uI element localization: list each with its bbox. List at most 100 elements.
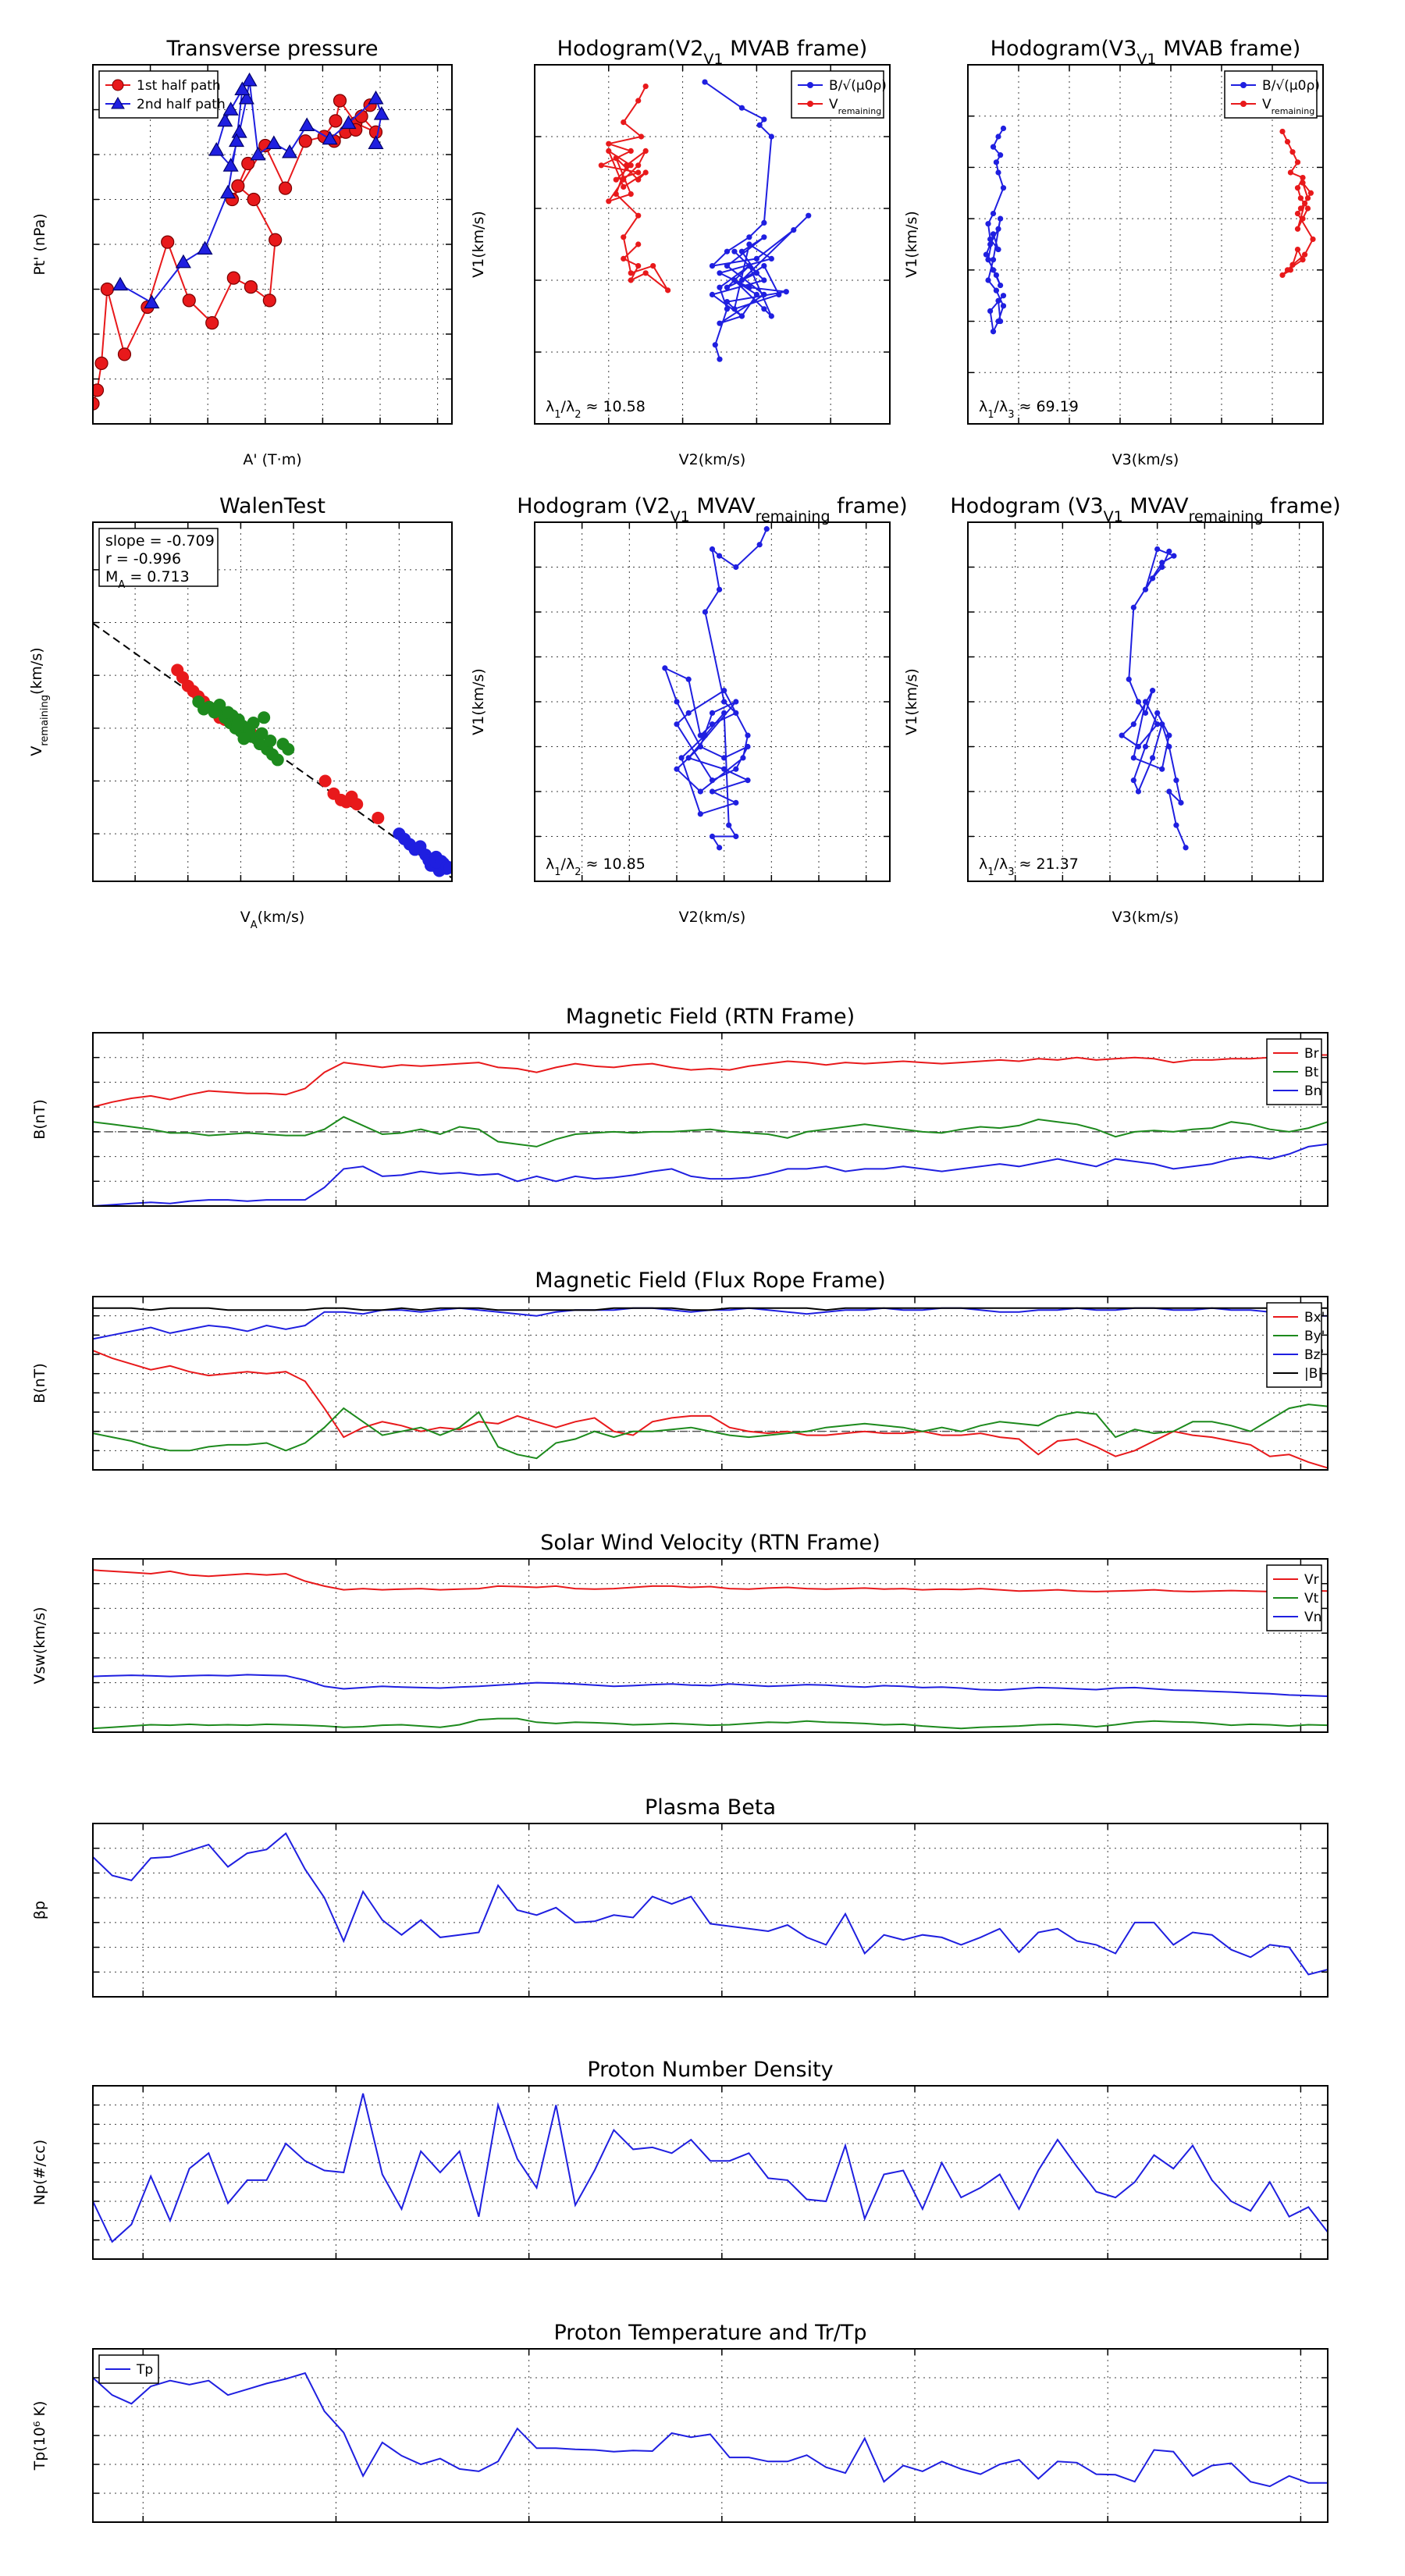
data-point <box>1294 210 1301 217</box>
data-point <box>628 270 634 276</box>
data-point <box>144 294 160 309</box>
data-point <box>1135 788 1141 795</box>
data-point <box>1183 845 1189 851</box>
plot-area <box>983 125 1316 335</box>
data-point <box>717 356 723 362</box>
data-point <box>724 284 731 290</box>
data-point <box>993 287 999 294</box>
data-point <box>768 255 774 262</box>
chart-title: Proton Number Density <box>587 2058 833 2082</box>
data-point <box>763 526 770 532</box>
data-point <box>100 282 114 297</box>
axes-frame <box>92 2085 1329 2260</box>
plot-area <box>662 526 770 851</box>
plot-area <box>171 664 452 877</box>
data-point <box>226 271 240 285</box>
legend-label: 2nd half path <box>137 97 226 112</box>
eigen-ratio-annotation: λ1/λ2 ≈ 10.58 <box>546 398 646 421</box>
data-point <box>1294 226 1301 232</box>
data-point <box>1294 185 1301 191</box>
data-point <box>93 397 100 411</box>
chart-transverse: Transverse pressure A' (T·m) Pt' (nPa) 1st … <box>31 37 453 468</box>
data-point <box>733 564 739 571</box>
data-point <box>1135 699 1141 705</box>
data-point <box>1159 766 1165 772</box>
data-point <box>217 112 233 127</box>
x-axis-label: V3(km/s) <box>1112 451 1179 468</box>
data-point <box>1119 732 1125 738</box>
y-axis-label: Pt' (nPa) <box>31 213 48 275</box>
data-point <box>642 148 649 154</box>
data-point <box>282 144 298 158</box>
data-point <box>731 248 738 254</box>
data-point <box>761 277 767 283</box>
data-point <box>1166 548 1172 554</box>
data-point <box>197 703 211 716</box>
data-point <box>1294 159 1301 165</box>
legend-marker <box>807 101 813 107</box>
data-point <box>712 342 718 348</box>
data-point <box>1279 272 1286 279</box>
axes-frame <box>92 1823 1329 1998</box>
data-point <box>250 146 266 161</box>
plot-area <box>93 1307 1328 1469</box>
data-point <box>1279 128 1286 135</box>
data-point <box>768 133 774 140</box>
data-point <box>745 732 751 738</box>
data-point <box>709 546 716 553</box>
data-point <box>987 236 994 243</box>
data-point <box>182 294 196 308</box>
legend-label: Vr <box>1304 1572 1319 1588</box>
data-point <box>606 141 612 147</box>
data-point <box>662 665 668 671</box>
data-point <box>234 81 251 95</box>
data-point <box>697 732 703 738</box>
series-line-Bz <box>93 1307 1328 1340</box>
data-point <box>990 267 997 273</box>
data-point <box>264 735 277 748</box>
data-point <box>1302 200 1308 207</box>
data-point <box>1304 195 1311 201</box>
data-point <box>721 755 727 761</box>
data-point <box>93 383 105 397</box>
data-point <box>635 263 642 269</box>
data-point <box>724 299 731 305</box>
data-point <box>1289 149 1296 155</box>
data-point <box>697 811 703 817</box>
axes-frame <box>534 64 891 425</box>
data-point <box>278 181 293 195</box>
legend-label: 1st half path <box>137 78 221 94</box>
x-axis-label: V2(km/s) <box>679 909 746 926</box>
legend-label: By' <box>1304 1329 1325 1344</box>
y-axis-label: V1(km/s) <box>470 668 487 735</box>
data-point <box>621 183 627 190</box>
data-point <box>738 248 745 254</box>
data-point <box>269 233 283 247</box>
data-point <box>298 134 312 148</box>
legend-marker <box>111 96 125 109</box>
plot-area <box>1119 546 1189 851</box>
legend-label: Bz' <box>1304 1347 1324 1363</box>
data-point <box>322 130 338 145</box>
data-point <box>255 727 269 740</box>
legend-label: Tp <box>136 2362 153 2378</box>
data-point <box>697 743 703 750</box>
data-point <box>993 159 999 165</box>
data-point <box>628 162 634 169</box>
data-point <box>606 198 612 205</box>
data-point <box>998 152 1004 158</box>
data-point <box>613 191 619 197</box>
data-point <box>791 227 797 233</box>
data-point <box>1150 688 1156 694</box>
data-point <box>998 318 1004 325</box>
data-point <box>231 179 245 193</box>
data-point <box>987 241 994 247</box>
chart-mag_fr: Magnetic Field (Flux Rope Frame) B(nT) Bx'… <box>31 1268 1329 1471</box>
data-point <box>995 297 1001 304</box>
data-point <box>621 119 627 126</box>
plot-area <box>93 1569 1328 1730</box>
legend-box <box>791 70 884 119</box>
data-point <box>613 176 619 183</box>
legend-label: Bt <box>1304 1065 1319 1080</box>
data-point <box>993 272 999 279</box>
